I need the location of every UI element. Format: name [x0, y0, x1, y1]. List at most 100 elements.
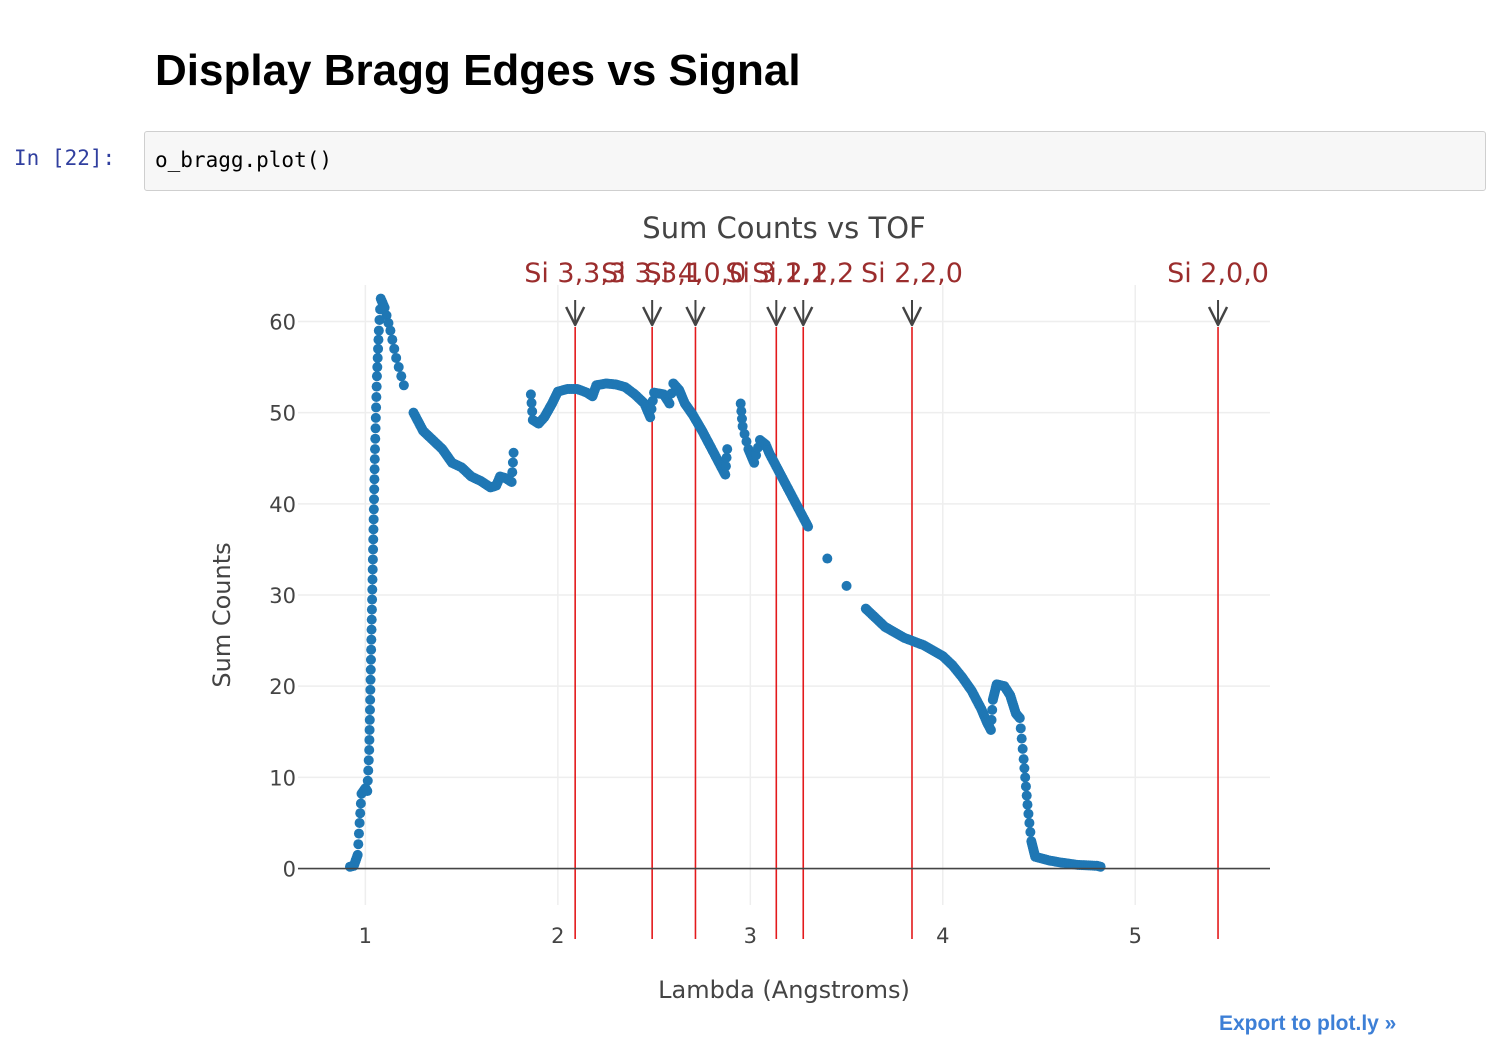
data-point [369, 454, 380, 465]
export-to-plotly-link[interactable]: Export to plot.ly » [1219, 1012, 1397, 1035]
data-point [364, 734, 375, 745]
data-point [381, 310, 392, 321]
edge-label: Si 4,0,0 [644, 258, 746, 289]
data-point [368, 504, 379, 515]
x-tick-label: 5 [1129, 924, 1142, 948]
data-point [507, 457, 518, 468]
data-point [722, 444, 733, 455]
data-point [1095, 861, 1106, 872]
data-point [393, 362, 404, 373]
data-point [365, 694, 376, 705]
data-point [985, 724, 996, 735]
x-tick-label: 3 [744, 924, 757, 948]
data-point [373, 343, 384, 354]
data-point [370, 433, 381, 444]
data-point [363, 755, 374, 766]
data-point [362, 786, 373, 797]
data-point [370, 412, 381, 423]
edge-label: Si 3,3,1 [601, 258, 703, 289]
annotation-arrow-head [1207, 306, 1229, 327]
data-point [721, 452, 732, 463]
y-tick-label: 0 [283, 858, 296, 882]
data-point [1018, 754, 1029, 765]
data-point [822, 553, 833, 564]
data-point [508, 447, 519, 458]
data-point [366, 634, 377, 645]
data-point [362, 775, 373, 786]
data-point [525, 389, 536, 400]
y-axis-label: Sum Counts [208, 542, 236, 687]
data-point [368, 524, 379, 535]
code-text[interactable]: o_bragg.plot() [155, 148, 333, 172]
data-point [364, 745, 375, 755]
data-point [735, 398, 746, 409]
edge-label: Si 2,2,2 [752, 258, 854, 289]
cell-prompt: In [22]: [14, 146, 116, 170]
annotation-arrow-head [793, 306, 814, 327]
data-point [1021, 790, 1032, 801]
data-point [371, 371, 382, 382]
annotation-arrow-head [565, 306, 586, 327]
data-point [368, 544, 379, 555]
data-point [385, 325, 396, 336]
data-point [647, 395, 658, 406]
data-point [737, 421, 748, 432]
annotation-arrow-head [642, 306, 663, 327]
chart-title: Sum Counts vs TOF [642, 211, 925, 245]
data-point [387, 334, 398, 345]
data-point [1014, 713, 1025, 724]
data-point [1020, 772, 1031, 783]
edge-label: Si 3,1,1 [725, 258, 827, 289]
data-point [720, 469, 731, 480]
edge-label: Si 2,2,0 [861, 258, 963, 289]
data-point [366, 614, 377, 625]
data-point [368, 514, 379, 525]
data-point [389, 343, 400, 354]
data-point [646, 404, 657, 414]
data-point [373, 334, 384, 345]
bragg-edge-chart: 0 10 20 30 40 50 60 1 2 3 4 5 Si 3,3,3Si 3,3,1Si 4,… [208, 211, 1270, 1004]
data-point [371, 402, 382, 413]
data-point [369, 444, 380, 455]
data-point [364, 714, 375, 725]
data-point [366, 644, 377, 655]
data-point [370, 423, 381, 434]
x-axis-label: Lambda (Angstroms) [658, 976, 910, 1004]
y-tick-label: 20 [269, 675, 296, 699]
data-point [369, 494, 380, 505]
data-point [664, 398, 675, 409]
data-point [398, 380, 409, 391]
data-point [986, 714, 997, 725]
data-point [367, 594, 378, 605]
data-point [367, 554, 378, 565]
data-point [355, 798, 366, 809]
data-point [367, 584, 378, 595]
data-point [353, 839, 364, 850]
data-point [749, 457, 760, 468]
data-point [365, 674, 376, 685]
data-point [736, 406, 747, 417]
data-point [369, 474, 380, 485]
data-point [1022, 799, 1033, 810]
edge-label: Si 2,0,0 [1167, 258, 1269, 289]
annotation-arrow-head [685, 306, 706, 327]
data-point [366, 624, 377, 635]
data-point [803, 521, 814, 532]
edge-label: Si 3,3,3 [524, 258, 626, 289]
page-title: Display Bragg Edges vs Signal [155, 46, 801, 95]
data-point [353, 828, 364, 839]
y-tick-label: 30 [269, 584, 296, 608]
code-cell[interactable]: o_bragg.plot() [144, 131, 1486, 191]
y-tick-label: 60 [269, 310, 296, 334]
data-point [363, 765, 374, 776]
annotation-arrow-head [766, 306, 787, 327]
data-point [391, 352, 402, 363]
data-point [364, 704, 375, 715]
data-point [383, 317, 394, 328]
data-point [368, 534, 379, 545]
data-point [354, 817, 365, 828]
data-series [344, 293, 1106, 872]
data-point [1024, 817, 1035, 828]
data-point [1019, 763, 1030, 774]
x-tick-label: 2 [551, 924, 564, 948]
